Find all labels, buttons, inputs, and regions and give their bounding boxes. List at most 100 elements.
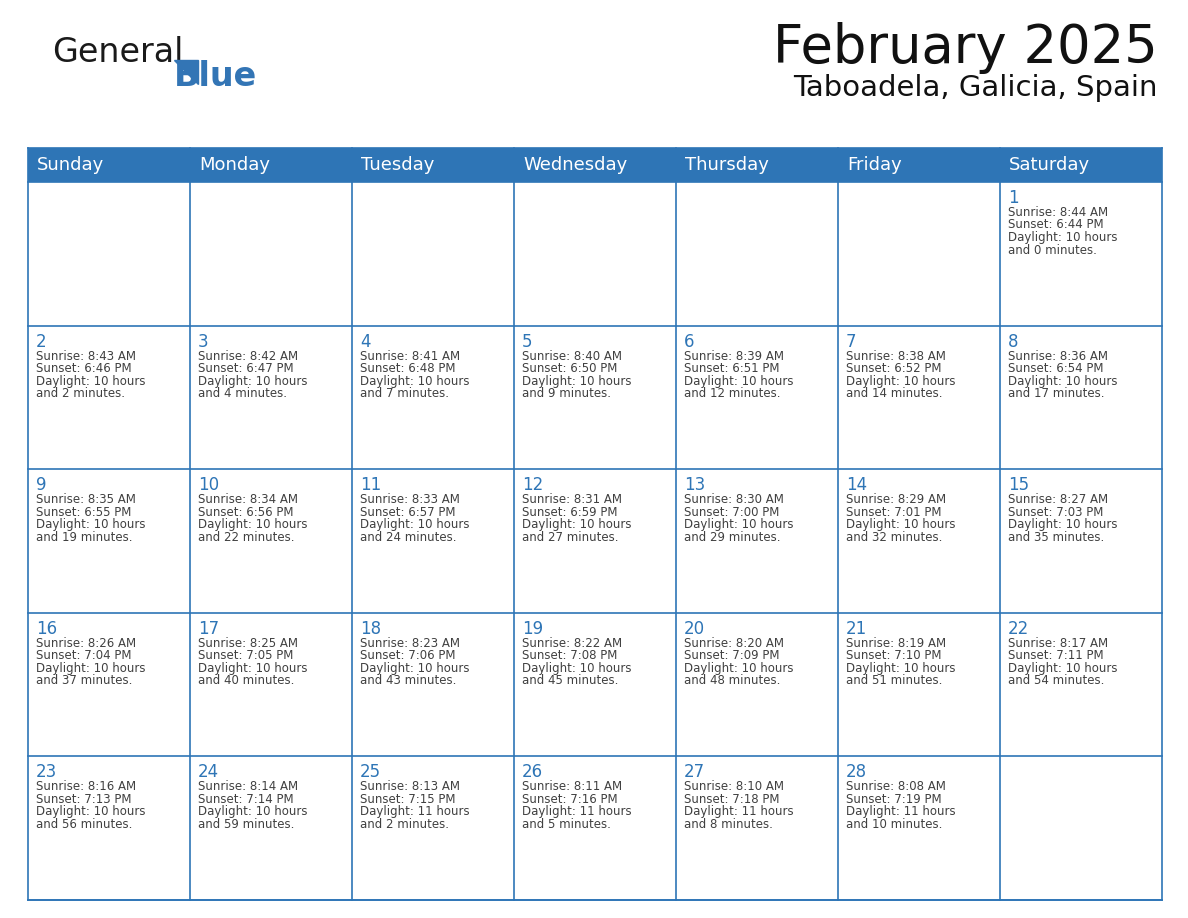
Text: Daylight: 10 hours: Daylight: 10 hours <box>522 518 632 532</box>
Text: Daylight: 10 hours: Daylight: 10 hours <box>684 662 794 675</box>
Text: Sunrise: 8:39 AM: Sunrise: 8:39 AM <box>684 350 784 363</box>
Text: Monday: Monday <box>200 156 270 174</box>
Text: and 22 minutes.: and 22 minutes. <box>198 531 295 543</box>
Text: 4: 4 <box>360 332 371 351</box>
Text: 18: 18 <box>360 620 381 638</box>
Text: Daylight: 10 hours: Daylight: 10 hours <box>36 518 145 532</box>
Text: Friday: Friday <box>847 156 902 174</box>
Text: and 5 minutes.: and 5 minutes. <box>522 818 611 831</box>
Text: Sunset: 7:01 PM: Sunset: 7:01 PM <box>846 506 942 519</box>
Text: 20: 20 <box>684 620 706 638</box>
Text: Daylight: 10 hours: Daylight: 10 hours <box>684 518 794 532</box>
Text: Tuesday: Tuesday <box>361 156 435 174</box>
Text: and 17 minutes.: and 17 minutes. <box>1007 387 1105 400</box>
Bar <box>838 148 1000 182</box>
Text: Daylight: 10 hours: Daylight: 10 hours <box>36 662 145 675</box>
Text: Sunset: 6:47 PM: Sunset: 6:47 PM <box>198 362 293 375</box>
Text: Sunrise: 8:17 AM: Sunrise: 8:17 AM <box>1007 637 1108 650</box>
Text: Sunrise: 8:40 AM: Sunrise: 8:40 AM <box>522 350 623 363</box>
Text: Sunrise: 8:31 AM: Sunrise: 8:31 AM <box>522 493 623 506</box>
Text: Daylight: 11 hours: Daylight: 11 hours <box>684 805 794 819</box>
Text: Sunset: 7:00 PM: Sunset: 7:00 PM <box>684 506 779 519</box>
Text: Sunset: 6:59 PM: Sunset: 6:59 PM <box>522 506 618 519</box>
Text: Sunset: 7:05 PM: Sunset: 7:05 PM <box>198 649 293 662</box>
Text: Sunday: Sunday <box>37 156 105 174</box>
Text: February 2025: February 2025 <box>773 22 1158 74</box>
Text: Sunrise: 8:43 AM: Sunrise: 8:43 AM <box>36 350 135 363</box>
Text: Sunrise: 8:42 AM: Sunrise: 8:42 AM <box>198 350 298 363</box>
Text: Sunset: 7:08 PM: Sunset: 7:08 PM <box>522 649 618 662</box>
Bar <box>514 148 676 182</box>
Text: 6: 6 <box>684 332 695 351</box>
Text: Daylight: 10 hours: Daylight: 10 hours <box>360 662 469 675</box>
Text: Sunset: 7:19 PM: Sunset: 7:19 PM <box>846 793 942 806</box>
Text: Sunrise: 8:41 AM: Sunrise: 8:41 AM <box>360 350 460 363</box>
Text: Sunrise: 8:44 AM: Sunrise: 8:44 AM <box>1007 206 1108 219</box>
Text: 17: 17 <box>198 620 219 638</box>
Text: and 2 minutes.: and 2 minutes. <box>360 818 449 831</box>
Text: and 2 minutes.: and 2 minutes. <box>36 387 125 400</box>
Text: Daylight: 11 hours: Daylight: 11 hours <box>846 805 955 819</box>
Text: Daylight: 10 hours: Daylight: 10 hours <box>846 375 955 387</box>
Text: Daylight: 10 hours: Daylight: 10 hours <box>360 518 469 532</box>
Text: and 51 minutes.: and 51 minutes. <box>846 675 942 688</box>
Text: and 40 minutes.: and 40 minutes. <box>198 675 295 688</box>
Text: Daylight: 10 hours: Daylight: 10 hours <box>198 805 308 819</box>
Text: Daylight: 10 hours: Daylight: 10 hours <box>1007 375 1118 387</box>
Text: Sunset: 7:09 PM: Sunset: 7:09 PM <box>684 649 779 662</box>
Text: Sunrise: 8:35 AM: Sunrise: 8:35 AM <box>36 493 135 506</box>
Text: 21: 21 <box>846 620 867 638</box>
Text: and 19 minutes.: and 19 minutes. <box>36 531 133 543</box>
Text: Sunset: 7:13 PM: Sunset: 7:13 PM <box>36 793 132 806</box>
Text: and 27 minutes.: and 27 minutes. <box>522 531 619 543</box>
Text: Daylight: 10 hours: Daylight: 10 hours <box>198 518 308 532</box>
Text: Sunset: 6:50 PM: Sunset: 6:50 PM <box>522 362 618 375</box>
Text: 11: 11 <box>360 476 381 494</box>
Text: and 37 minutes.: and 37 minutes. <box>36 675 132 688</box>
Text: Sunset: 6:57 PM: Sunset: 6:57 PM <box>360 506 455 519</box>
Text: Sunrise: 8:20 AM: Sunrise: 8:20 AM <box>684 637 784 650</box>
Text: Daylight: 10 hours: Daylight: 10 hours <box>846 662 955 675</box>
Text: Sunrise: 8:33 AM: Sunrise: 8:33 AM <box>360 493 460 506</box>
Text: Wednesday: Wednesday <box>523 156 627 174</box>
Bar <box>29 148 190 182</box>
Text: 5: 5 <box>522 332 532 351</box>
Text: and 4 minutes.: and 4 minutes. <box>198 387 287 400</box>
Text: and 8 minutes.: and 8 minutes. <box>684 818 773 831</box>
Bar <box>676 148 838 182</box>
Text: Sunset: 7:04 PM: Sunset: 7:04 PM <box>36 649 132 662</box>
Text: and 14 minutes.: and 14 minutes. <box>846 387 942 400</box>
Text: Sunset: 7:11 PM: Sunset: 7:11 PM <box>1007 649 1104 662</box>
Text: 3: 3 <box>198 332 209 351</box>
Text: Sunset: 6:52 PM: Sunset: 6:52 PM <box>846 362 942 375</box>
Text: Sunrise: 8:25 AM: Sunrise: 8:25 AM <box>198 637 298 650</box>
Text: and 0 minutes.: and 0 minutes. <box>1007 243 1097 256</box>
Text: 9: 9 <box>36 476 46 494</box>
Text: and 35 minutes.: and 35 minutes. <box>1007 531 1105 543</box>
Text: Sunset: 6:54 PM: Sunset: 6:54 PM <box>1007 362 1104 375</box>
Text: 8: 8 <box>1007 332 1018 351</box>
Text: Daylight: 10 hours: Daylight: 10 hours <box>36 805 145 819</box>
Text: Sunrise: 8:38 AM: Sunrise: 8:38 AM <box>846 350 946 363</box>
Text: Saturday: Saturday <box>1009 156 1091 174</box>
Text: and 56 minutes.: and 56 minutes. <box>36 818 132 831</box>
Text: 25: 25 <box>360 764 381 781</box>
Text: Daylight: 10 hours: Daylight: 10 hours <box>360 375 469 387</box>
Text: 7: 7 <box>846 332 857 351</box>
Text: Taboadela, Galicia, Spain: Taboadela, Galicia, Spain <box>794 74 1158 102</box>
Text: 27: 27 <box>684 764 706 781</box>
Text: Daylight: 10 hours: Daylight: 10 hours <box>36 375 145 387</box>
Text: and 48 minutes.: and 48 minutes. <box>684 675 781 688</box>
Text: 1: 1 <box>1007 189 1018 207</box>
Text: Sunrise: 8:13 AM: Sunrise: 8:13 AM <box>360 780 460 793</box>
Text: Sunset: 7:15 PM: Sunset: 7:15 PM <box>360 793 455 806</box>
Text: Daylight: 10 hours: Daylight: 10 hours <box>198 662 308 675</box>
Text: 23: 23 <box>36 764 57 781</box>
Text: 19: 19 <box>522 620 543 638</box>
Text: 15: 15 <box>1007 476 1029 494</box>
Text: Sunset: 6:51 PM: Sunset: 6:51 PM <box>684 362 779 375</box>
Text: Sunset: 7:18 PM: Sunset: 7:18 PM <box>684 793 779 806</box>
Text: and 12 minutes.: and 12 minutes. <box>684 387 781 400</box>
Text: and 32 minutes.: and 32 minutes. <box>846 531 942 543</box>
Text: Sunrise: 8:10 AM: Sunrise: 8:10 AM <box>684 780 784 793</box>
